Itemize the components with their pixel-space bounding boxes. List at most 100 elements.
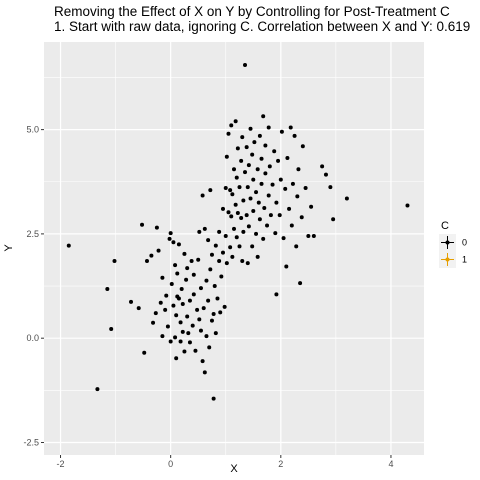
data-point [193,348,198,353]
data-point [182,349,187,354]
data-point [213,243,218,248]
data-point [212,284,217,289]
data-point [184,277,189,282]
legend-key-point [445,257,450,262]
data-point [289,223,294,228]
data-point [198,286,203,291]
data-point [252,140,257,145]
data-point [259,181,264,186]
data-point [179,286,184,291]
data-point [254,231,259,236]
data-point [195,307,200,312]
data-point [66,243,71,248]
data-point [209,318,214,323]
legend-item: 0 [439,234,467,251]
data-point [240,135,245,140]
data-point [234,175,239,180]
data-point [287,206,292,211]
data-point [306,233,311,238]
data-point [226,131,231,136]
y-tick-label: -2.5 [23,437,39,447]
data-point [197,229,202,234]
data-point [222,304,227,309]
data-point [198,328,203,333]
data-point [239,216,244,221]
data-point [276,158,281,163]
data-point [245,261,250,266]
data-point [274,200,279,205]
data-point [303,186,308,191]
data-point [165,324,170,329]
data-point [245,185,250,190]
data-point [200,359,205,364]
data-point [230,192,235,197]
data-point [240,259,245,264]
data-point [178,339,183,344]
data-point [259,156,264,161]
data-point [153,311,158,316]
data-point [331,217,336,222]
data-point [168,231,173,236]
data-point [237,185,242,190]
data-point [185,266,190,271]
data-point [218,310,223,315]
data-point [219,274,224,279]
data-point [283,186,288,191]
data-point [176,296,181,301]
data-point [129,299,134,304]
data-point [224,154,229,159]
data-point [206,238,211,243]
y-tick-label: 2.5 [26,229,39,239]
data-point [292,133,297,138]
y-tick-label: 0.0 [26,333,39,343]
data-point [174,313,179,318]
data-point [187,340,192,345]
data-point [202,226,207,231]
data-point [228,245,233,250]
data-point [248,126,253,131]
data-point [142,350,147,355]
data-point [233,119,238,124]
data-point [168,339,173,344]
data-point [274,292,279,297]
data-point [244,145,249,150]
chart-title: Removing the Effect of X on Y by Control… [54,4,450,19]
data-point [140,222,145,227]
data-point [295,194,300,199]
data-point [281,236,286,241]
legend-key-point [445,240,450,245]
data-point [239,158,244,163]
data-point [167,236,172,241]
data-point [200,193,205,198]
data-point [180,329,185,334]
data-point [246,163,251,168]
data-point [257,217,262,222]
data-point [154,225,159,230]
x-tick-label: 2 [278,459,283,469]
data-point [261,114,266,119]
data-point [144,259,149,264]
data-point [272,149,277,154]
data-point [279,129,284,134]
data-point [300,144,305,149]
data-point [257,133,262,138]
data-point [136,306,141,311]
data-point [254,190,259,195]
data-point [174,356,179,361]
data-point [213,331,218,336]
data-point [207,345,212,350]
data-point [196,257,201,262]
data-points [66,62,410,401]
x-tick-label: 0 [168,459,173,469]
data-point [234,235,239,240]
data-point [95,387,100,392]
data-point [171,240,176,245]
data-point [285,155,290,160]
x-axis-title: X [230,463,238,475]
x-tick-label: 4 [388,459,393,469]
data-point [263,171,268,176]
chart-subtitle: 1. Start with raw data, ignoring C. Corr… [54,19,470,34]
data-point [209,252,214,257]
data-point [228,188,233,193]
data-point [267,164,272,169]
